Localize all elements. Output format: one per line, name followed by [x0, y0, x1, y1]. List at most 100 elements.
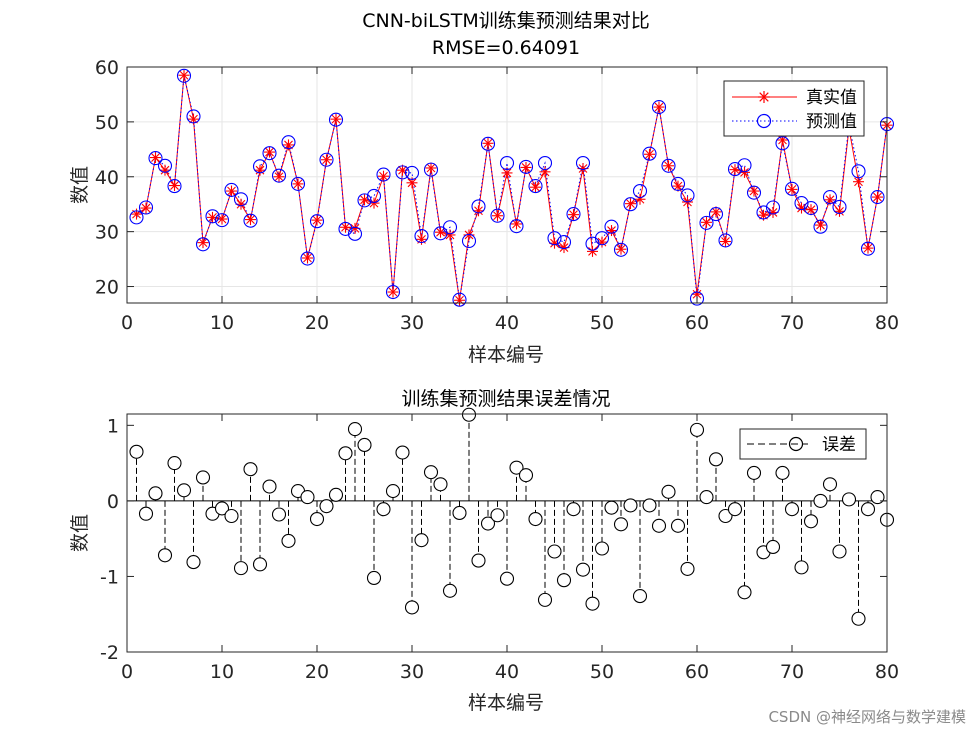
pred-point [813, 219, 828, 234]
truth-point [615, 243, 627, 255]
truth-point [663, 160, 674, 172]
pred-point [547, 231, 562, 246]
error-point [176, 483, 192, 498]
pred-point [528, 179, 543, 194]
error-point [632, 589, 648, 604]
top-chart-ylabel: 数值 [69, 166, 91, 204]
pred-point [537, 155, 553, 171]
pred-point [756, 205, 771, 220]
error-point [689, 422, 705, 437]
error-point [642, 498, 657, 513]
error-point [547, 544, 562, 559]
error-point [575, 562, 591, 577]
watermark: CSDN @神经网络与数学建模 [768, 708, 966, 726]
pred-point [509, 219, 524, 234]
error-point [148, 486, 163, 501]
error-point [670, 518, 686, 533]
pred-point [148, 151, 163, 166]
error-point [243, 462, 258, 477]
bottom-ytick-label: -2 [100, 642, 119, 664]
top-ytick-label: 40 [95, 167, 119, 189]
pred-point [575, 155, 591, 171]
error-point [433, 477, 448, 492]
error-point [471, 553, 486, 568]
bottom-ytick-label: -1 [100, 566, 119, 588]
truth-point [729, 164, 741, 176]
legend-pred-marker [756, 113, 772, 129]
error-point [623, 498, 638, 513]
pred-point [129, 210, 144, 225]
top-xtick-label: 40 [495, 312, 519, 334]
error-point [784, 502, 800, 517]
pred-point [708, 207, 724, 222]
error-point [186, 555, 201, 570]
error-point [680, 561, 695, 576]
pred-point [186, 109, 201, 124]
truth-point [169, 180, 180, 192]
error-point [357, 437, 372, 453]
truth-point [406, 177, 418, 189]
top-xtick-label: 30 [400, 312, 424, 334]
truth-point [178, 69, 190, 81]
top-xtick-label: 10 [210, 312, 234, 334]
pred-point [632, 183, 648, 199]
truth-point [302, 252, 313, 264]
truth-point [273, 171, 285, 183]
pred-point [347, 226, 363, 241]
pred-point [414, 228, 429, 244]
error-point [452, 505, 467, 521]
pred-point [661, 158, 676, 173]
truth-point [159, 164, 171, 176]
truth-point [444, 229, 456, 241]
error-point [309, 511, 325, 527]
top-ytick-label: 60 [95, 57, 119, 79]
pred-point [395, 165, 410, 180]
pred-point [385, 284, 401, 300]
pred-point [490, 208, 505, 223]
error-point [195, 470, 211, 485]
bottom-ytick-label: 0 [107, 491, 119, 513]
pred-point [262, 146, 277, 161]
error-point [395, 445, 410, 460]
pred-point [271, 168, 287, 183]
error-point [613, 517, 629, 532]
truth-point [330, 113, 342, 125]
error-point [813, 493, 828, 508]
truth-point [568, 209, 579, 221]
pred-point [860, 241, 876, 256]
pred-point [157, 158, 173, 173]
top-xtick-label: 0 [121, 312, 133, 334]
truth-point [264, 146, 275, 158]
bottom-ytick-label: 1 [107, 415, 119, 437]
truth-point [606, 225, 617, 237]
pred-point [556, 235, 572, 250]
error-point [708, 452, 724, 467]
bottom-xtick-label: 80 [875, 661, 899, 683]
error-point [594, 541, 610, 556]
pred-point [604, 219, 619, 234]
error-point [414, 533, 429, 548]
error-point [385, 484, 401, 499]
bottom-chart-ylabel: 数值 [69, 514, 91, 552]
truth-point [197, 237, 209, 249]
error-point [566, 502, 581, 517]
error-point [442, 583, 458, 598]
error-point [319, 499, 334, 514]
legend-error-marker [788, 436, 804, 452]
pred-point [167, 179, 182, 194]
error-point [376, 502, 391, 517]
error-point [499, 571, 515, 586]
top-xtick-label: 50 [590, 312, 614, 334]
legend-error-label: 误差 [822, 435, 856, 455]
top-chart-subtitle: RMSE=0.64091 [432, 37, 580, 59]
truth-point [872, 191, 883, 203]
error-point [794, 560, 809, 575]
truth-point [587, 245, 598, 257]
bottom-xtick-label: 60 [685, 661, 709, 683]
truth-point [425, 162, 437, 174]
truth-point [530, 181, 541, 193]
truth-point [245, 214, 256, 226]
legend-truth-label: 真实值 [806, 88, 857, 108]
top-legend-box [723, 80, 865, 137]
